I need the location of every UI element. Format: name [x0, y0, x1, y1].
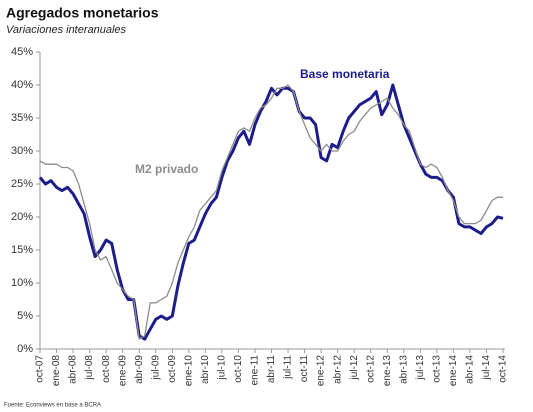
legend-label: Base monetaria	[300, 67, 390, 81]
y-tick-label: 0%	[17, 343, 33, 355]
legend-label: M2 privado	[135, 162, 198, 176]
x-tick-label: oct-09	[167, 355, 178, 383]
y-tick-label: 40%	[11, 79, 33, 91]
x-tick-label: abr-08	[68, 355, 79, 384]
y-tick-label: 10%	[11, 277, 33, 289]
x-tick-label: oct-11	[299, 355, 310, 382]
x-tick-label: jul-12	[349, 355, 360, 381]
x-tick-label: oct-07	[35, 355, 46, 383]
source-note: Fuente: Econviews en base a BCRA	[4, 403, 101, 409]
x-tick-label: ene-11	[250, 355, 261, 386]
y-tick-label: 30%	[11, 145, 33, 157]
y-tick-label: 15%	[11, 244, 33, 256]
x-tick-label: oct-08	[101, 355, 112, 383]
x-tick-label: abr-12	[332, 355, 343, 384]
x-tick-label: ene-08	[51, 355, 62, 387]
y-tick-label: 20%	[11, 211, 33, 223]
x-tick-label: abr-11	[266, 355, 277, 384]
x-tick-label: oct-12	[365, 355, 376, 383]
x-tick-label: ene-09	[117, 355, 128, 387]
series-line	[39, 84, 503, 340]
x-tick-label: jul-10	[217, 355, 228, 381]
chart-title: Agregados monetarios	[6, 5, 159, 21]
x-tick-label: ene-10	[183, 355, 194, 387]
y-tick-label: 35%	[11, 112, 33, 124]
x-tick-label: jul-14	[481, 355, 492, 381]
y-tick-label: 5%	[17, 310, 33, 322]
y-tick-label: 45%	[11, 46, 33, 58]
x-tick-label: abr-14	[465, 355, 476, 384]
x-tick-label: jul-09	[150, 355, 161, 381]
x-tick-label: oct-14	[498, 355, 509, 383]
x-tick-label: oct-10	[233, 355, 244, 383]
x-tick-label: ene-14	[448, 355, 459, 387]
x-tick-label: abr-10	[200, 355, 211, 384]
x-tick-label: jul-11	[283, 355, 294, 380]
x-tick-label: ene-13	[382, 355, 393, 387]
x-tick-label: jul-13	[415, 355, 426, 381]
x-tick-label: abr-13	[398, 355, 409, 384]
x-tick-label: oct-13	[431, 355, 442, 383]
x-tick-label: jul-08	[84, 355, 95, 381]
series-line	[38, 83, 504, 341]
x-tick-label: ene-12	[316, 355, 327, 387]
x-tick-label: abr-09	[134, 355, 145, 384]
y-tick-label: 25%	[11, 178, 33, 190]
chart-subtitle: Variaciones interanuales	[6, 24, 127, 36]
